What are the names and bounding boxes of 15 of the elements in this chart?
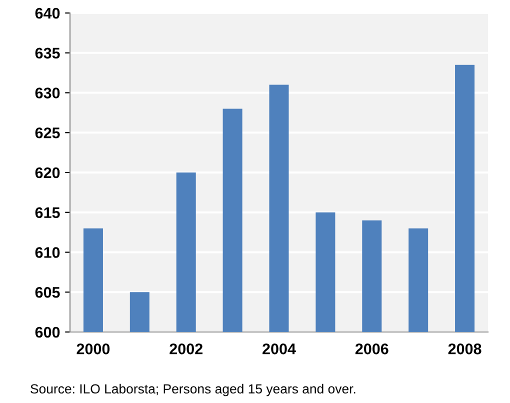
y-tick-label: 610	[35, 247, 60, 258]
x-tick-label: 2002	[170, 344, 202, 354]
x-tick-label: 2000	[76, 344, 110, 354]
y-tick-label: 605	[35, 286, 60, 298]
x-tick-label: 2006	[355, 344, 388, 354]
x-tick-label: 2008	[448, 344, 482, 354]
source-note: Source: ILO Laborsta; Persons aged 15 years and over.	[30, 384, 356, 396]
y-tick-label: 600	[35, 326, 60, 338]
y-tick-label: 615	[35, 207, 60, 218]
y-tick-label: 640	[35, 8, 60, 19]
y-tick-label: 635	[35, 48, 60, 59]
y-tick-label: 625	[35, 127, 60, 138]
y-tick-label: 630	[35, 88, 60, 98]
y-tick-label: 620	[35, 167, 60, 178]
x-tick-label: 2004	[262, 344, 296, 354]
